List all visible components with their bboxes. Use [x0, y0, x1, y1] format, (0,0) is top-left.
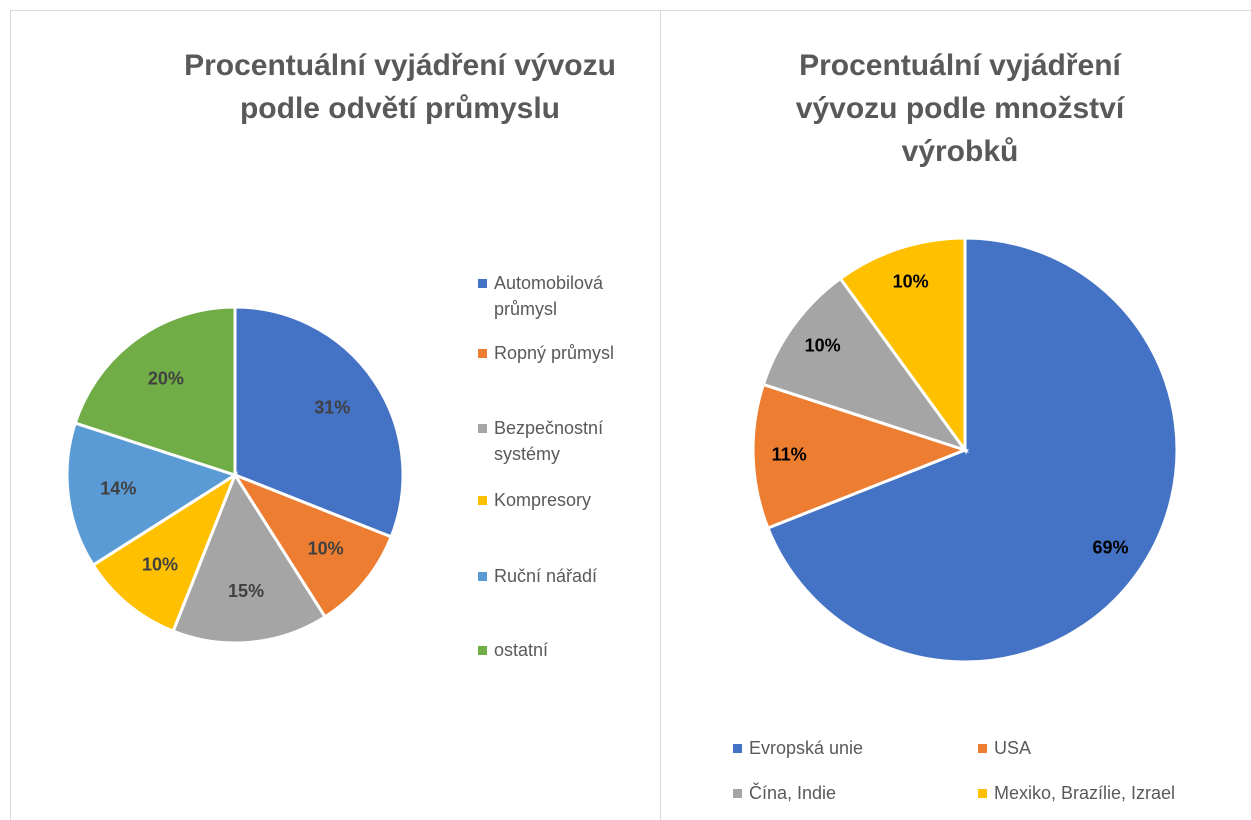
legend-swatch — [478, 349, 487, 358]
legend-label: USA — [994, 738, 1032, 758]
legend-item: Bezpečnostní systémy — [478, 415, 643, 467]
legend-label: Bezpečnostní systémy — [494, 418, 604, 464]
legend-swatch — [478, 279, 487, 288]
pie-slice — [838, 236, 967, 455]
chart-title: Procentuální vyjádření vývozu podle odvě… — [184, 49, 616, 125]
data-label: 11% — [772, 444, 807, 464]
pie-slice — [73, 305, 237, 478]
legend-swatch — [733, 744, 742, 753]
legend-item: USA — [978, 735, 1238, 761]
legend-swatch — [478, 572, 487, 581]
pie-slice — [765, 236, 1179, 664]
pie-slice — [231, 471, 394, 619]
pie-slice — [751, 382, 970, 530]
legend-label: Čína, Indie — [749, 783, 837, 803]
legend-item: ostatní — [478, 637, 643, 663]
legend-item: Ropný průmysl — [478, 340, 643, 366]
legend-item: Kompresory — [478, 487, 643, 513]
legend-item: Evropská unie — [733, 735, 993, 761]
legend-label: Evropská unie — [749, 738, 864, 758]
pie-slice — [171, 471, 328, 645]
pie-slice — [65, 421, 239, 568]
legend-label: Ropný průmysl — [494, 343, 615, 363]
data-label: 20% — [148, 369, 184, 389]
panel-right — [660, 10, 1251, 820]
legend-label: Kompresory — [494, 490, 592, 510]
data-label: 31% — [314, 398, 350, 418]
data-label: 10% — [893, 271, 929, 291]
legend-item: Automobilová průmysl — [478, 270, 643, 322]
legend-swatch — [478, 496, 487, 505]
legend-swatch — [978, 744, 987, 753]
legend-label: Ruční nářadí — [494, 566, 598, 586]
legend-swatch — [478, 424, 487, 433]
legend-item: Ruční nářadí — [478, 563, 643, 589]
data-label: 10% — [805, 335, 841, 355]
legend-swatch — [978, 789, 987, 798]
chart-title: Procentuální vyjádření vývozu podle množ… — [795, 49, 1125, 168]
pie-slice — [761, 276, 969, 453]
legend-label: Mexiko, Brazílie, Izrael — [994, 783, 1176, 803]
legend-label: Automobilová průmysl — [494, 273, 604, 319]
data-label: 14% — [100, 478, 136, 498]
data-label: 10% — [308, 539, 344, 559]
data-label: 10% — [142, 554, 178, 574]
pie-slice — [91, 471, 239, 634]
data-label: 69% — [1093, 538, 1129, 558]
data-label: 15% — [228, 581, 264, 601]
legend-swatch — [478, 646, 487, 655]
legend-label: ostatní — [494, 640, 549, 660]
legend-swatch — [733, 789, 742, 798]
legend-item: Čína, Indie — [733, 780, 993, 806]
pie-slice — [233, 305, 405, 539]
legend-item: Mexiko, Brazílie, Izrael — [978, 780, 1238, 806]
